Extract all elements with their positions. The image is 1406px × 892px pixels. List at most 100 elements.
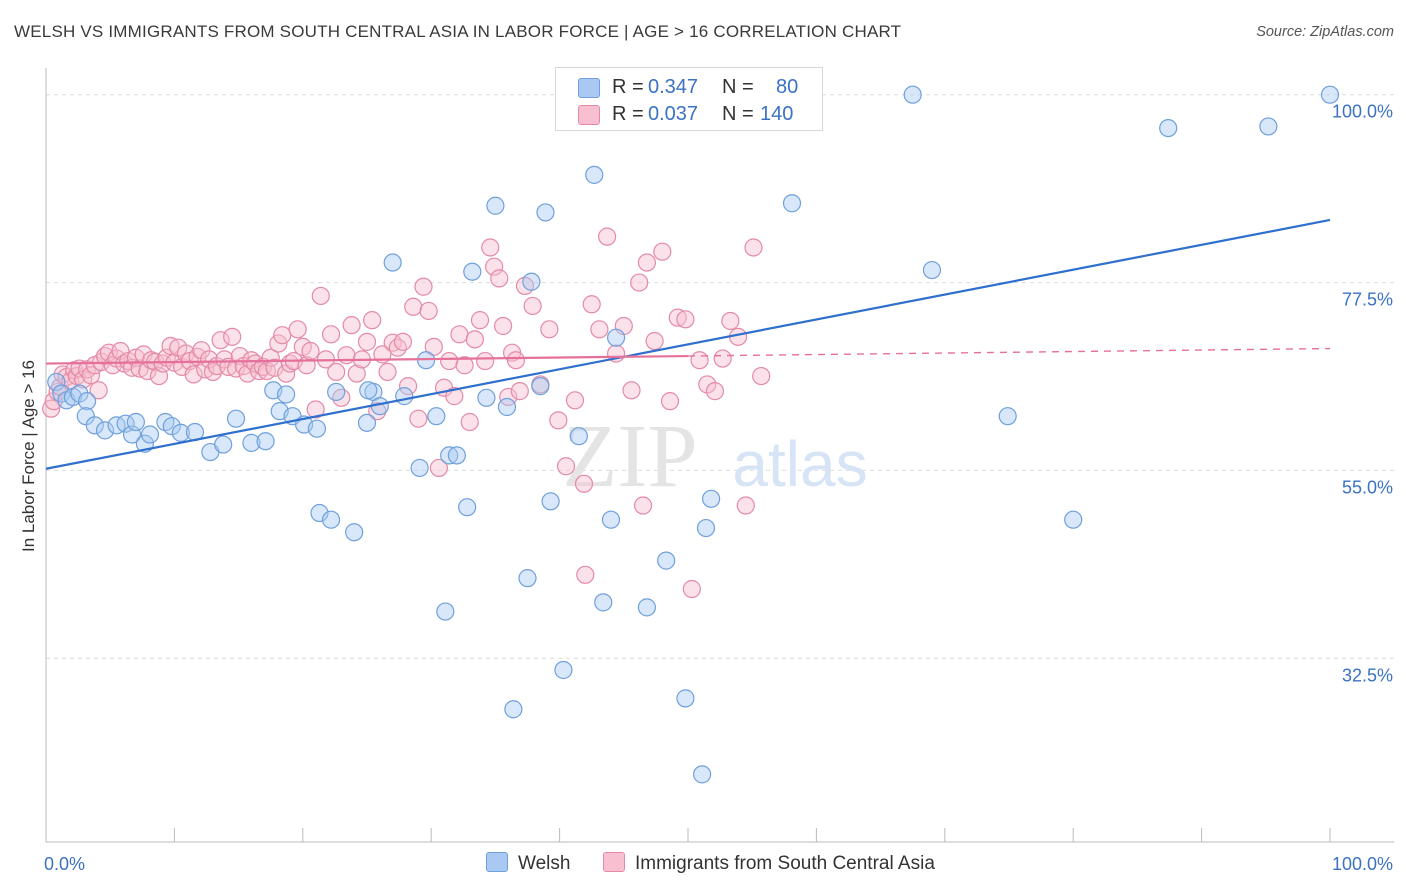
immigrants-point [752, 366, 771, 386]
immigrants-point [363, 311, 382, 330]
r-value: 0.347 [648, 76, 699, 98]
immigrants-point [630, 273, 649, 292]
immigrants-point [540, 320, 559, 339]
immigrants-point [393, 332, 413, 351]
immigrants-point [598, 227, 617, 246]
welsh-point [126, 412, 145, 432]
immigrants-point [357, 332, 377, 351]
welsh-trend-line [45, 218, 1331, 470]
welsh-point [531, 377, 550, 396]
welsh-point [357, 413, 377, 432]
watermark-atlas: atlas [732, 428, 867, 500]
welsh-point [77, 392, 97, 411]
source-label: Source: ZipAtlas.com [1256, 24, 1394, 40]
immigrants-point [223, 327, 242, 346]
tick-labels: 100.0% 77.5% 55.0% 32.5% 0.0% 100.0% [44, 102, 1393, 874]
welsh-point [256, 432, 275, 451]
welsh-point [427, 407, 446, 426]
stats-legend: R = 0.347 N = 80 R = 0.037 N = 140 [555, 67, 823, 131]
immigrants-point [736, 496, 755, 515]
welsh-point [327, 382, 346, 402]
immigrants-point [388, 338, 407, 357]
immigrants-point [89, 381, 108, 400]
legend-item-welsh: Welsh [486, 852, 570, 875]
watermark: ZIP atlas [563, 407, 868, 506]
immigrants-point [450, 325, 469, 344]
immigrants-point [744, 238, 763, 257]
y-tick-label: 77.5% [1342, 290, 1393, 310]
welsh-point [359, 381, 378, 400]
welsh-point [782, 194, 802, 213]
n-value: 80 [776, 76, 799, 98]
welsh-point [693, 765, 712, 784]
watermark-zip: ZIP [563, 407, 698, 506]
welsh-point [554, 660, 573, 680]
welsh-point [1259, 117, 1278, 136]
immigrants-point [574, 474, 594, 493]
welsh-point [522, 272, 541, 291]
welsh-point [504, 700, 523, 719]
welsh-point [1159, 118, 1178, 138]
immigrants-point [347, 364, 366, 383]
immigrants-point [705, 382, 725, 401]
immigrants-trend-line [45, 354, 689, 365]
welsh-point [518, 569, 537, 588]
immigrants-point [506, 351, 526, 370]
welsh-point [47, 372, 66, 392]
welsh-point [162, 417, 181, 436]
r-label: R = [612, 76, 644, 98]
immigrants-point [713, 349, 732, 368]
welsh-point [277, 385, 296, 404]
immigrants-point [682, 579, 701, 599]
y-tick-label: 55.0% [1342, 477, 1393, 497]
immigrants-point [414, 277, 433, 296]
immigrants-point [633, 496, 653, 515]
immigrants-point [419, 301, 438, 321]
immigrants-point [549, 411, 568, 430]
immigrants-point [429, 458, 449, 478]
immigrants-point [556, 457, 576, 476]
welsh-point [85, 416, 104, 435]
immigrants-point [510, 382, 529, 401]
welsh-point [214, 435, 233, 454]
immigrants-point [698, 375, 717, 394]
immigrants-point [219, 357, 238, 377]
welsh-point [541, 492, 560, 511]
immigrants-point [637, 253, 657, 272]
y-tick-label: 32.5% [1342, 665, 1393, 685]
immigrants-point [576, 565, 595, 584]
welsh-point [702, 489, 721, 508]
immigrants-point [332, 388, 351, 407]
immigrants-point [440, 351, 459, 371]
immigrants-point [660, 392, 680, 411]
immigrants-point [721, 311, 740, 331]
immigrants-point [288, 320, 307, 339]
welsh-point [140, 425, 160, 444]
immigrants-point [192, 341, 211, 360]
legend-item-immigrants: Immigrants from South Central Asia [603, 852, 935, 875]
welsh-point [585, 165, 604, 184]
welsh-legend-swatch [486, 852, 508, 872]
welsh-point [922, 260, 942, 280]
immigrants-legend-label: Immigrants from South Central Asia [635, 853, 935, 874]
immigrants-point [494, 316, 513, 336]
immigrants-point [321, 325, 341, 344]
immigrants-point [668, 308, 687, 327]
r-label: R = [612, 103, 644, 125]
immigrants-point [653, 242, 672, 261]
immigrants-points [42, 227, 771, 599]
welsh-point [447, 446, 466, 465]
immigrants-point [184, 365, 203, 384]
welsh-point [310, 503, 329, 523]
immigrants-swatch [578, 105, 600, 125]
welsh-swatch [578, 78, 600, 98]
welsh-point [463, 262, 482, 281]
immigrants-point [404, 297, 423, 316]
welsh-point [410, 458, 429, 478]
y-axis-label: In Labor Force | Age > 16 [19, 360, 38, 552]
immigrants-point [301, 341, 320, 361]
immigrants-point [645, 331, 664, 351]
welsh-point [998, 407, 1017, 426]
welsh-point [440, 446, 459, 465]
